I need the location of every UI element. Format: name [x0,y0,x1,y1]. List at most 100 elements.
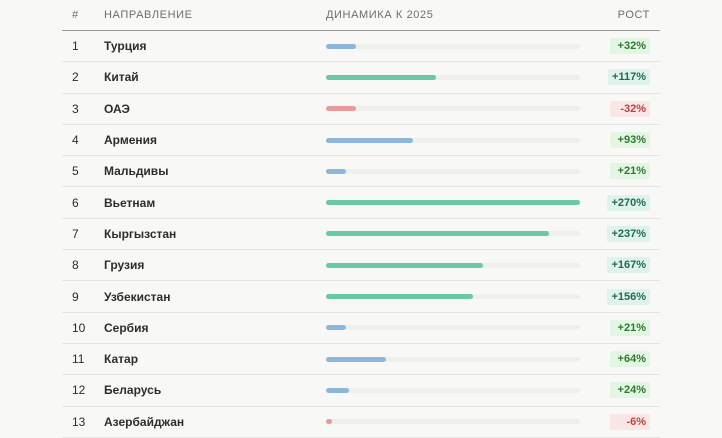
dynamics-bar [326,325,346,331]
dynamics-track [326,74,580,80]
dynamics-cell [326,325,580,331]
growth-badge: -32% [610,100,650,117]
growth-badge: +156% [607,288,650,305]
dynamics-cell [326,387,580,393]
row-country: Катар [104,352,139,367]
dynamics-cell [326,419,580,425]
row-rank: 5 [72,164,79,179]
row-rank: 4 [72,133,79,148]
table-row: 6 Вьетнам +270% [62,187,660,219]
growth-badge: +117% [608,69,650,86]
table-row: 10 Сербия +21% [62,313,660,344]
dynamics-track [326,168,580,174]
row-rank: 3 [72,101,79,116]
growth-cell: +24% [580,382,660,399]
dynamics-track [326,325,580,331]
dynamics-cell [326,294,580,300]
table-header: # НАПРАВЛЕНИЕ ДИНАМИКА К 2025 РОСТ [62,0,660,31]
row-country: ОАЭ [104,101,130,116]
dynamics-bar [326,74,437,80]
row-country: Вьетнам [104,195,156,210]
row-rank: 13 [72,414,86,429]
growth-badge: +93% [610,132,650,149]
row-rank: 2 [72,70,79,85]
row-country: Армения [104,133,158,148]
growth-badge: +270% [607,194,650,211]
dynamics-track [326,262,580,268]
growth-badge: +21% [610,319,650,336]
dynamics-track [326,200,580,206]
table-row: 7 Кыргызстан +237% [62,219,660,251]
dynamics-track [326,231,580,237]
growth-cell: +156% [580,288,660,305]
growth-cell: +21% [580,319,660,336]
row-country: Сербия [104,320,149,335]
table-row: 13 Азербайджан -6% [62,407,660,438]
header-direction: НАПРАВЛЕНИЕ [104,9,193,21]
growth-badge: +167% [607,257,650,274]
table-row: 12 Беларусь +24% [62,375,660,407]
header-dynamics: ДИНАМИКА К 2025 [326,9,434,21]
dynamics-cell [326,106,580,112]
dynamics-bar [326,419,332,425]
row-rank: 9 [72,289,79,304]
dynamics-cell [326,200,580,206]
table-row: 3 ОАЭ -32% [62,94,660,125]
table-row: 11 Катар +64% [62,344,660,376]
header-rank: # [72,9,79,21]
dynamics-track [326,43,580,49]
growth-cell: +117% [580,69,660,86]
table-row: 9 Узбекистан +156% [62,281,660,313]
dynamics-track [326,356,580,362]
dynamics-track [326,419,580,425]
dynamics-bar [326,356,387,362]
growth-badge: +21% [610,163,650,180]
dynamics-bar [326,231,549,237]
row-rank: 10 [72,320,86,335]
dynamics-bar [326,43,357,49]
dynamics-bar [326,294,473,300]
dynamics-bar [326,262,484,268]
destinations-table: # НАПРАВЛЕНИЕ ДИНАМИКА К 2025 РОСТ 1 Турц… [62,0,660,438]
row-rank: 12 [72,383,86,398]
dynamics-cell [326,137,580,143]
table-row: 2 Китай +117% [62,62,660,94]
dynamics-bar [326,137,414,143]
growth-cell: +21% [580,163,660,180]
dynamics-cell [326,43,580,49]
table-row: 8 Грузия +167% [62,250,660,282]
dynamics-track [326,294,580,300]
growth-cell: +32% [580,38,660,55]
table-row: 4 Армения +93% [62,125,660,157]
row-rank: 6 [72,195,79,210]
row-country: Турция [104,39,147,54]
row-rank: 1 [72,39,79,54]
row-country: Азербайджан [104,414,185,429]
growth-cell: +237% [580,225,660,242]
row-rank: 11 [72,352,85,367]
dynamics-bar [326,168,346,174]
row-country: Грузия [104,258,145,273]
growth-cell: -6% [580,413,660,430]
dynamics-cell [326,74,580,80]
growth-cell: +64% [580,351,660,368]
growth-badge: -6% [610,413,650,430]
growth-badge: +24% [610,382,650,399]
growth-cell: +270% [580,194,660,211]
row-rank: 8 [72,258,79,273]
header-growth: РОСТ [617,9,650,21]
table-row: 1 Турция +32% [62,31,660,63]
growth-badge: +237% [607,225,650,242]
dynamics-cell [326,356,580,362]
row-country: Китай [104,70,139,85]
row-country: Беларусь [104,383,162,398]
row-country: Кыргызстан [104,226,177,241]
dynamics-bar [326,200,580,206]
dynamics-bar [326,387,349,393]
dynamics-track [326,137,580,143]
row-country: Мальдивы [104,164,169,179]
growth-cell: +167% [580,257,660,274]
dynamics-cell [326,231,580,237]
dynamics-track [326,106,580,112]
dynamics-bar [326,106,357,112]
